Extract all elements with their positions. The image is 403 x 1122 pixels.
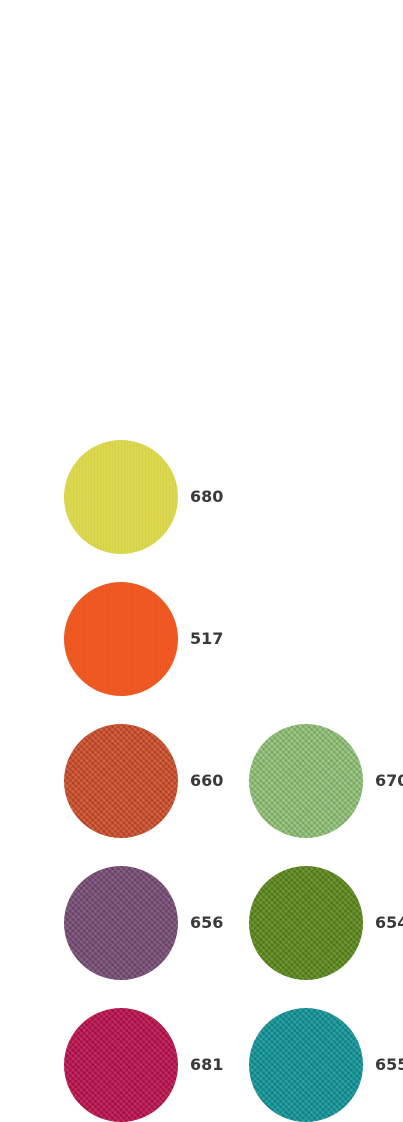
swatch-label: 660 [190,771,223,791]
color-swatch[interactable] [64,582,178,696]
color-swatch[interactable] [64,1008,178,1122]
swatch-label: 654 [375,913,403,933]
page: {"swatches": [ {"label": "680", "color":… [0,0,403,1120]
swatch-label: 656 [190,913,223,933]
color-swatch[interactable] [249,724,363,838]
swatch-label: 655 [375,1055,403,1075]
color-swatch[interactable] [64,440,178,554]
swatch-label: 670 [375,771,403,791]
swatch-label: 681 [190,1055,223,1075]
swatch-label: 517 [190,629,223,649]
color-swatch[interactable] [64,866,178,980]
swatch-label: 680 [190,487,223,507]
color-swatch[interactable] [249,1008,363,1122]
color-swatch[interactable] [64,724,178,838]
color-swatch[interactable] [249,866,363,980]
